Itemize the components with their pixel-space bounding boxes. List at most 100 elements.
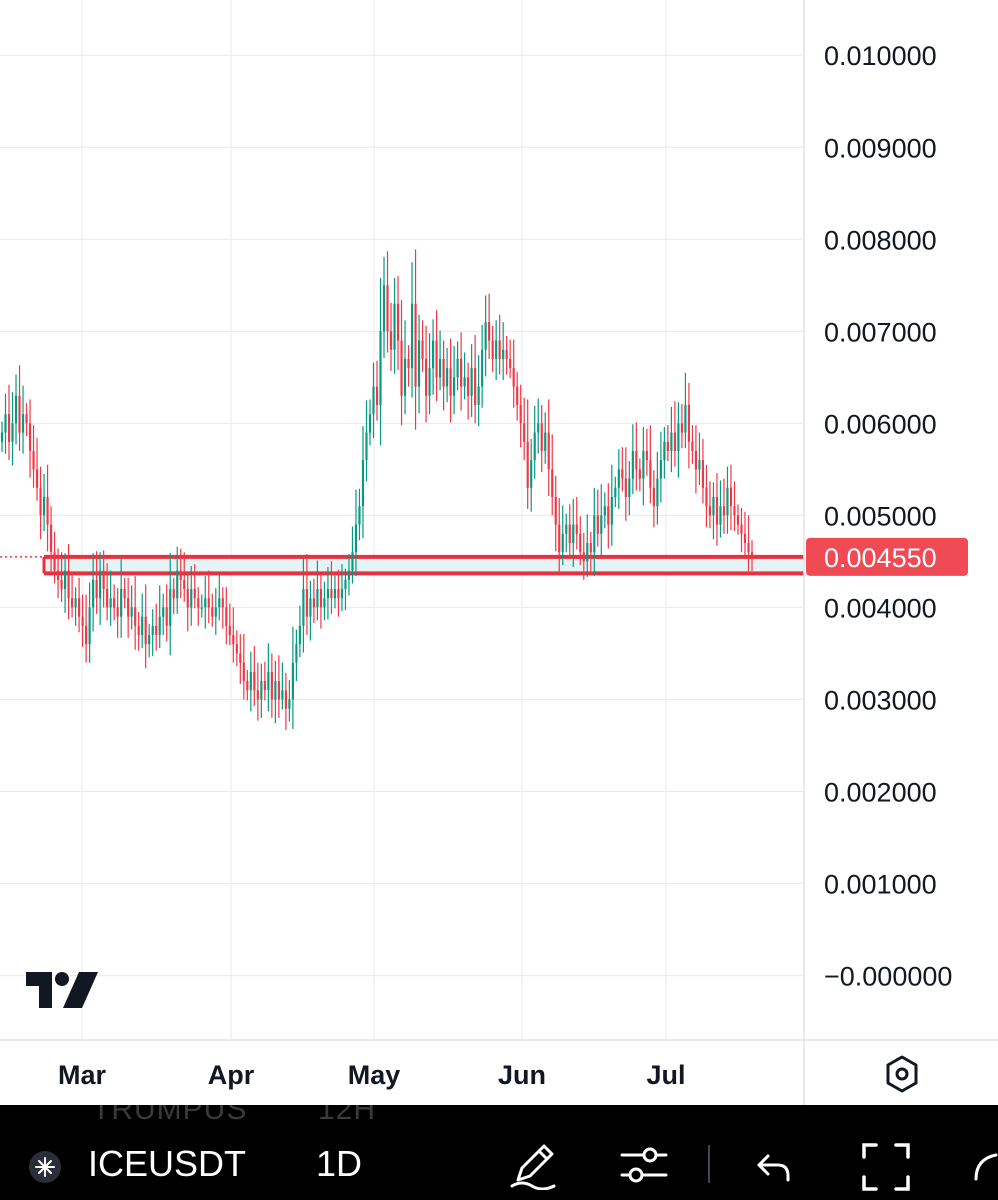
candle-body [200,607,203,609]
pencil-icon[interactable] [508,1138,560,1190]
candle-body [389,331,393,350]
candle-body [516,386,519,405]
candle-body [274,681,277,700]
candle-body [333,589,337,599]
candle-body [505,349,508,359]
x-tick-label: Jun [498,1060,546,1090]
y-tick-label: 0.008000 [824,225,937,255]
candle-body [677,423,680,451]
candle-body [95,579,98,599]
candle-body [361,460,365,507]
candle-body [481,349,484,387]
candle-body [158,616,161,636]
partial-more-icon[interactable] [970,1149,998,1189]
y-tick-label: 0.006000 [824,409,937,439]
candle-body [330,589,333,599]
x-tick-label: Apr [208,1060,255,1090]
candle-body [673,432,676,451]
candle-body [246,681,249,691]
candle-body [319,589,323,608]
candle-body [600,515,603,534]
chart-settings-button[interactable] [880,1052,924,1096]
candle-body [410,303,414,369]
candle-body [81,616,84,626]
chart-area[interactable]: 0.010000 0.009000 0.008000 0.007000 0.006000… [0,0,998,1105]
candle-body [747,543,750,553]
candle-body [659,460,662,479]
candle-body [498,340,501,359]
candle-body [284,690,287,709]
candle-body [235,644,238,654]
candle-body [60,579,63,590]
candle-body [92,579,95,608]
ghost-interval: 12H [318,1105,377,1126]
candle-body [596,515,599,534]
candle-body [56,570,60,580]
candle-body [610,496,613,525]
candle-body [400,340,403,396]
y-tick-label: 0.002000 [824,778,937,808]
candlestick-chart[interactable]: 0.010000 0.009000 0.008000 0.007000 0.006000… [0,0,998,1105]
candle-body [407,358,410,369]
interval-button[interactable]: 1D [316,1143,363,1184]
toolbar-divider [708,1145,710,1183]
candle-body [7,414,11,442]
y-tick-label: 0.010000 [824,41,937,71]
candle-body [488,322,491,341]
candle-body [435,340,438,378]
candle-body [456,358,459,378]
candle-body [74,598,77,608]
candle-body [540,423,543,451]
candle-body [544,432,547,451]
candle-body [477,386,480,405]
y-tick-label: 0.005000 [824,501,937,531]
candle-body [85,625,88,645]
candle-body [134,607,137,626]
candle-body [186,589,189,608]
candle-body [701,460,705,488]
candle-body [670,432,673,451]
candle-body [438,358,442,378]
candle-body [228,625,231,636]
candle-body [687,404,691,442]
candle-body [607,506,610,525]
symbol-button[interactable]: ICEUSDT [88,1143,247,1184]
candle-body [726,487,729,516]
candle-body [71,598,74,608]
candle-body [495,340,498,359]
candle-body [267,671,270,691]
candle-body [519,404,522,424]
candle-body [256,690,259,700]
candle-body [743,533,747,544]
support-zone [44,556,804,574]
candle-body [263,681,266,691]
candle-body [127,598,130,617]
candle-body [635,450,638,470]
sliders-icon[interactable] [618,1143,670,1187]
candle-body [708,506,712,516]
candle-body [579,533,582,553]
candle-body [347,570,351,580]
candle-body [645,450,648,461]
fullscreen-icon[interactable] [860,1141,912,1193]
candle-body [558,524,561,553]
candle-body [530,460,533,488]
candle-body [379,331,382,405]
candle-body [736,515,740,525]
candle-body [249,671,252,691]
candle-body [729,487,733,507]
candle-body [155,625,158,636]
bottom-toolbar: TRUMPUS 12H ICEUSDT 1D [0,1105,998,1200]
undo-icon[interactable] [754,1150,794,1184]
candle-body [130,607,133,617]
candle-body [421,340,424,359]
candle-body [365,432,368,461]
candle-body [621,469,624,479]
candle-body [218,598,221,608]
candle-body [78,598,81,617]
candle-body [351,552,354,571]
candle-body [523,423,526,442]
candle-body [312,598,316,608]
candle-body [277,681,280,700]
candle-body [684,404,687,433]
